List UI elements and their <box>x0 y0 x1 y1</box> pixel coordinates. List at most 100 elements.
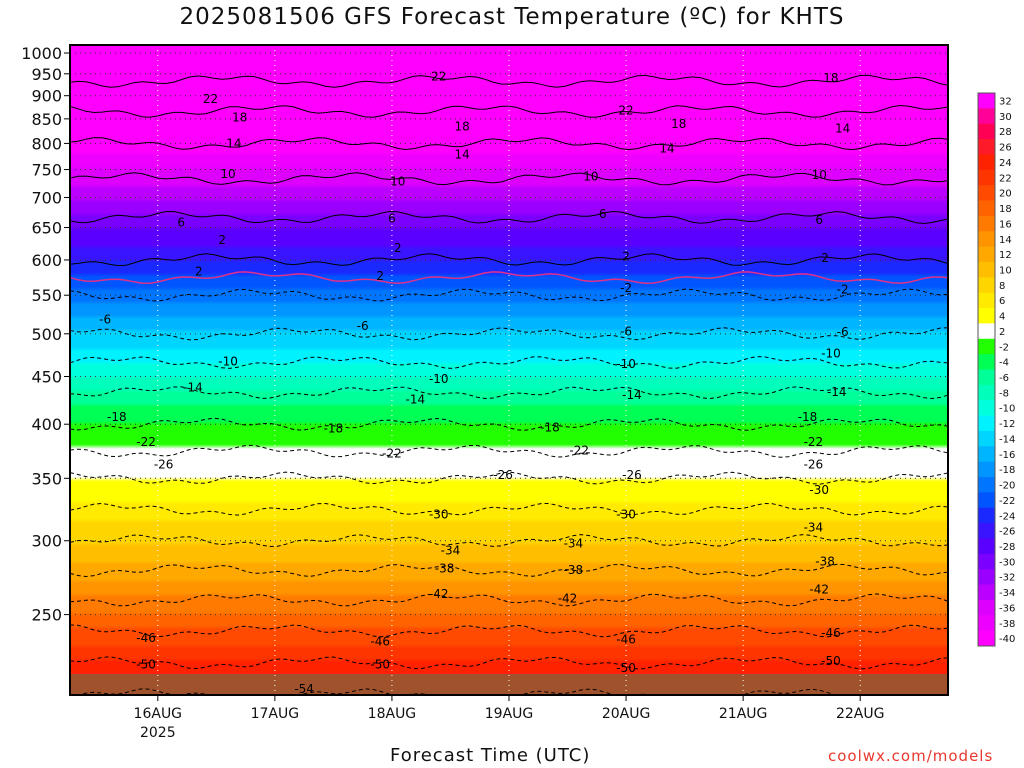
colorbar-label: -32 <box>999 573 1015 584</box>
colorbar-label: -6 <box>999 373 1009 384</box>
colorbar-label: 24 <box>999 158 1012 169</box>
contour-label: -6 <box>620 324 632 338</box>
isotherm-line <box>77 688 873 695</box>
contour-label: -34 <box>564 536 584 550</box>
contour-label: 2 <box>376 269 384 283</box>
isotherm-line <box>70 327 948 341</box>
contour-label: -50 <box>616 661 636 675</box>
colorbar-swatch <box>978 430 995 447</box>
colorbar-label: 12 <box>999 250 1012 261</box>
colorbar-swatch <box>978 461 995 478</box>
contour-label: -38 <box>815 555 835 569</box>
contour-label: -42 <box>429 587 449 601</box>
y-tick-label: 650 <box>31 219 62 238</box>
colorbar-swatch <box>978 338 995 355</box>
colorbar-label: -24 <box>999 511 1015 522</box>
colorbar-label: -14 <box>999 434 1015 445</box>
contour-label: -54 <box>294 682 314 696</box>
contour-label: -10 <box>616 357 636 371</box>
colorbar-label: 2 <box>999 327 1005 338</box>
colorbar-label: -2 <box>999 342 1009 353</box>
colorbar-swatch <box>978 277 995 294</box>
contour-label: -22 <box>382 447 402 461</box>
colorbar-swatch <box>978 492 995 509</box>
colorbar-swatch <box>978 615 995 632</box>
contour-label: 10 <box>583 170 598 184</box>
colorbar-swatch <box>978 369 995 386</box>
contour-label: 6 <box>599 207 607 221</box>
colorbar-swatch <box>978 93 995 109</box>
isotherm-line <box>70 471 948 485</box>
contour-label: -26 <box>493 468 513 482</box>
contour-label: -30 <box>616 508 636 522</box>
contour-label: -42 <box>558 592 578 606</box>
isotherm-line <box>70 444 948 458</box>
contour-label: -14 <box>827 385 847 399</box>
x-tick-label: 16AUG <box>134 706 183 722</box>
colorbar-label: 6 <box>999 296 1005 307</box>
y-tick-label: 900 <box>31 87 62 106</box>
isotherm-line <box>70 502 948 516</box>
contour-label: -2 <box>837 282 849 296</box>
x-tick-label: 22AUG <box>836 706 885 722</box>
x-tick-label: 20AUG <box>602 706 651 722</box>
contour-label: -38 <box>435 562 455 576</box>
colorbar-swatch <box>978 308 995 324</box>
contour-label: -34 <box>804 520 824 534</box>
contour-label: -22 <box>569 443 589 457</box>
colorbar-label: -30 <box>999 557 1015 568</box>
contour-label: 2 <box>195 265 203 279</box>
isotherm-line <box>70 624 948 638</box>
isotherm-line <box>70 534 948 548</box>
isotherm-line <box>70 288 948 302</box>
contour-label: -6 <box>837 325 849 339</box>
colorbar-swatch <box>978 169 995 186</box>
colorbar-label: 16 <box>999 219 1012 230</box>
colorbar-label: 30 <box>999 112 1012 123</box>
colorbar-label: 22 <box>999 173 1012 184</box>
credit-link[interactable]: coolwx.com/models <box>828 747 994 765</box>
isotherm-line <box>70 74 948 88</box>
y-tick-label: 600 <box>31 251 62 270</box>
contour-label: -50 <box>370 658 390 672</box>
colorbar-swatch <box>978 569 995 586</box>
colorbar-swatch <box>978 523 995 539</box>
contour-label: 22 <box>618 103 633 117</box>
colorbar-label: -16 <box>999 450 1015 461</box>
colorbar-swatch <box>978 215 995 232</box>
y-tick-label: 450 <box>31 367 62 386</box>
contour-lines <box>70 74 948 695</box>
x-tick-label: 18AUG <box>368 706 417 722</box>
colorbar-label: -40 <box>999 634 1015 645</box>
y-tick-label: 350 <box>31 469 62 488</box>
plot-area: -54 -50 -50 -50 -50 -46 -46 -46 -46 -42 -42 -42 -38 -… <box>70 45 948 696</box>
colorbar-swatch <box>978 477 995 493</box>
colorbar-swatch <box>978 261 995 278</box>
contour-label: 10 <box>220 167 235 181</box>
colorbar-swatch <box>978 384 995 401</box>
isotherm-line <box>70 253 948 267</box>
isotherm-line <box>70 172 948 186</box>
contour-label: -46 <box>370 634 390 648</box>
colorbar-swatch <box>978 599 995 616</box>
contour-label: -22 <box>136 435 156 449</box>
contour-label: -10 <box>821 347 841 361</box>
colorbar-swatch <box>978 246 995 263</box>
contour-label: -2 <box>620 281 632 295</box>
colorbar-swatch <box>978 108 995 125</box>
colorbar: 32 30 28 26 24 22 20 18 16 14 12 10 8 6 4 2 -2 -4 -6 -8 -10 -… <box>977 92 1015 647</box>
colorbar-swatch <box>978 553 995 570</box>
y-tick-label: 1000 <box>21 44 62 63</box>
contour-label: -18 <box>324 421 344 435</box>
isotherm-line <box>70 386 948 400</box>
contour-label: -26 <box>154 458 174 472</box>
contour-label: -46 <box>616 633 636 647</box>
isotherm-line <box>70 417 948 431</box>
contour-label: 6 <box>388 211 396 225</box>
contour-label: -38 <box>564 563 584 577</box>
ground-strip <box>70 674 948 695</box>
colorbar-label: -10 <box>999 404 1015 415</box>
colorbar-label: 18 <box>999 204 1012 215</box>
colorbar-label: 28 <box>999 127 1012 138</box>
contour-label: 14 <box>455 148 470 162</box>
